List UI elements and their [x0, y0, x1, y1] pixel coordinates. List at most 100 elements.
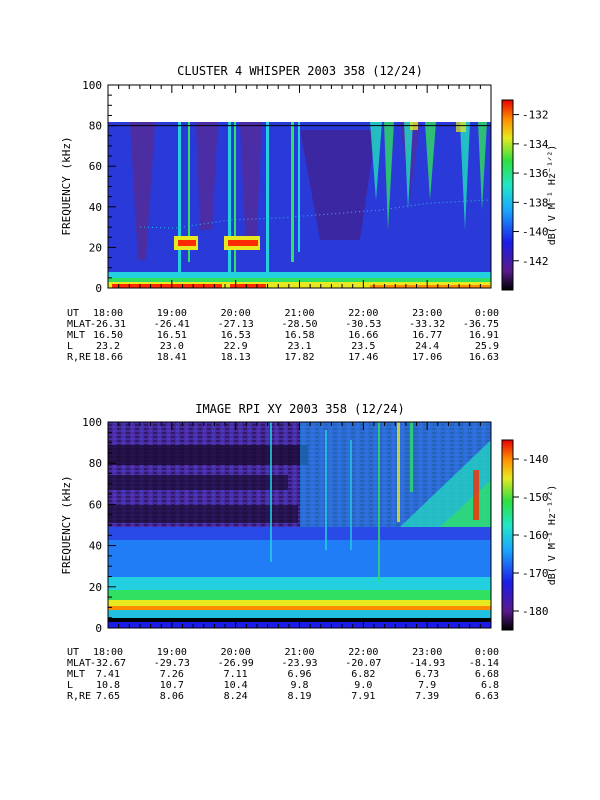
ephemeris-value: 7.41	[96, 669, 120, 680]
ephemeris-value: 19:00	[157, 647, 187, 658]
ephemeris-value: 18:00	[93, 647, 123, 658]
ephemeris-value: 23.5	[351, 341, 375, 352]
ephemeris-value: 8.24	[224, 691, 248, 702]
ephemeris-value: -20.07	[345, 658, 381, 669]
ephemeris-row-label: MLAT	[67, 319, 91, 330]
ephemeris-value: 23:00	[412, 308, 442, 319]
ephemeris-row-label: MLAT	[67, 658, 91, 669]
colorbar-tick-label: -142	[522, 255, 549, 268]
chart-2-colorbar-ticks: -140 -150 -160 -170 -180	[513, 453, 549, 618]
ephemeris-value: 19:00	[157, 308, 187, 319]
chart-1-colorbar-ticks: -132 -134 -136 -138 -140 -142	[513, 109, 549, 268]
colorbar-tick-label: -138	[522, 196, 549, 209]
ephemeris-value: 9.8	[290, 680, 308, 691]
y-tick-label: 60	[89, 498, 102, 511]
ephemeris-value: 7.9	[418, 680, 436, 691]
ephemeris-value: -28.50	[281, 319, 317, 330]
chart-2-colorbar-label: dB( V M⁻¹ Hz⁻¹ᐟ²)	[547, 485, 558, 586]
ephemeris-value: 21:00	[284, 308, 314, 319]
ephemeris-value: 18.13	[221, 352, 251, 363]
panel-1: CLUSTER 4 WHISPER 2003 358 (12/24)	[60, 64, 558, 363]
ephemeris-value: 17.46	[348, 352, 378, 363]
ephemeris-value: -29.73	[154, 658, 190, 669]
ephemeris-value: 6.63	[475, 691, 499, 702]
chart-1-colorbar	[501, 99, 514, 291]
ephemeris-value: -8.14	[469, 658, 499, 669]
ephemeris-value: 23:00	[412, 647, 442, 658]
chart-2-title: IMAGE RPI XY 2003 358 (12/24)	[195, 402, 405, 416]
y-tick-label: 20	[89, 581, 102, 594]
ephemeris-value: 0:00	[475, 308, 499, 319]
ephemeris-value: 20:00	[221, 308, 251, 319]
chart-2-y-axis: 0 20 40 60 80 100	[82, 416, 116, 635]
chart-1-title: CLUSTER 4 WHISPER 2003 358 (12/24)	[177, 64, 423, 78]
ephemeris-value: 7.65	[96, 691, 120, 702]
ephemeris-value: 6.68	[475, 669, 499, 680]
ephemeris-value: 16.51	[157, 330, 187, 341]
ephemeris-value: 18.41	[157, 352, 187, 363]
ephemeris-value: 24.4	[415, 341, 439, 352]
y-tick-label: 80	[89, 120, 102, 133]
colorbar-tick-label: -140	[522, 226, 549, 239]
ephemeris-row-label: L	[67, 680, 73, 691]
ephemeris-value: 23.2	[96, 341, 120, 352]
ephemeris-value: 25.9	[475, 341, 499, 352]
ephemeris-value: 21:00	[284, 647, 314, 658]
panel-2: IMAGE RPI XY 2003 358 (12/24)	[60, 402, 558, 702]
ephemeris-value: 6.8	[481, 680, 499, 691]
colorbar-tick-label: -170	[522, 567, 549, 580]
ephemeris-value: -23.93	[281, 658, 317, 669]
chart-2-colorbar	[501, 439, 514, 631]
ephemeris-value: 10.8	[96, 680, 120, 691]
ephemeris-value: -32.67	[90, 658, 126, 669]
chart-1-y-axis: 0 20 40 60 80 100	[82, 79, 116, 295]
ephemeris-value: 18.66	[93, 352, 123, 363]
ephemeris-row-label: L	[67, 341, 73, 352]
ephemeris-value: 10.4	[224, 680, 248, 691]
chart-1-ephemeris-table: UT 18:00 19:00 20:00 21:00 22:00 23:00 0:00 MLAT…	[67, 308, 499, 363]
ephemeris-value: 22:00	[348, 308, 378, 319]
ephemeris-value: 7.26	[160, 669, 184, 680]
chart-1-y-label: FREQUENCY (kHz)	[60, 136, 73, 235]
ephemeris-value: 16.50	[93, 330, 123, 341]
ephemeris-value: 7.11	[224, 669, 248, 680]
chart-2-y-label: FREQUENCY (kHz)	[60, 475, 73, 574]
y-tick-label: 80	[89, 457, 102, 470]
ephemeris-value: 16.91	[469, 330, 499, 341]
ephemeris-value: 17.82	[284, 352, 314, 363]
ephemeris-value: 22:00	[348, 647, 378, 658]
ephemeris-value: -26.31	[90, 319, 126, 330]
ephemeris-row-label: MLT	[67, 330, 85, 341]
ephemeris-value: -26.41	[154, 319, 190, 330]
ephemeris-value: 6.82	[351, 669, 375, 680]
ephemeris-value: 18:00	[93, 308, 123, 319]
ephemeris-value: 7.39	[415, 691, 439, 702]
ephemeris-value: 23.0	[160, 341, 184, 352]
ephemeris-value: 9.0	[354, 680, 372, 691]
chart-2-spectrogram	[108, 422, 491, 628]
ephemeris-value: 16.58	[284, 330, 314, 341]
chart-1-colorbar-label: dB( V M⁻¹ Hz⁻¹ᐟ²)	[547, 145, 558, 246]
ephemeris-value: -26.99	[218, 658, 254, 669]
y-tick-label: 100	[82, 416, 102, 429]
ephemeris-value: 6.96	[287, 669, 311, 680]
ephemeris-value: 16.63	[469, 352, 499, 363]
colorbar-tick-label: -132	[522, 109, 549, 122]
ephemeris-value: -14.93	[409, 658, 445, 669]
chart-1-x-axis	[107, 85, 492, 288]
y-tick-label: 40	[89, 540, 102, 553]
colorbar-tick-label: -150	[522, 491, 549, 504]
colorbar-tick-label: -140	[522, 453, 549, 466]
colorbar-tick-label: -136	[522, 167, 549, 180]
ephemeris-value: 6.73	[415, 669, 439, 680]
chart-1-spectrogram	[108, 122, 491, 288]
y-tick-label: 0	[95, 282, 102, 295]
y-tick-label: 60	[89, 160, 102, 173]
y-tick-label: 20	[89, 241, 102, 254]
ephemeris-value: 0:00	[475, 647, 499, 658]
ephemeris-value: 20:00	[221, 647, 251, 658]
chart-2-x-axis	[107, 422, 492, 628]
ephemeris-row-label: UT	[67, 308, 79, 319]
ephemeris-value: 17.06	[412, 352, 442, 363]
